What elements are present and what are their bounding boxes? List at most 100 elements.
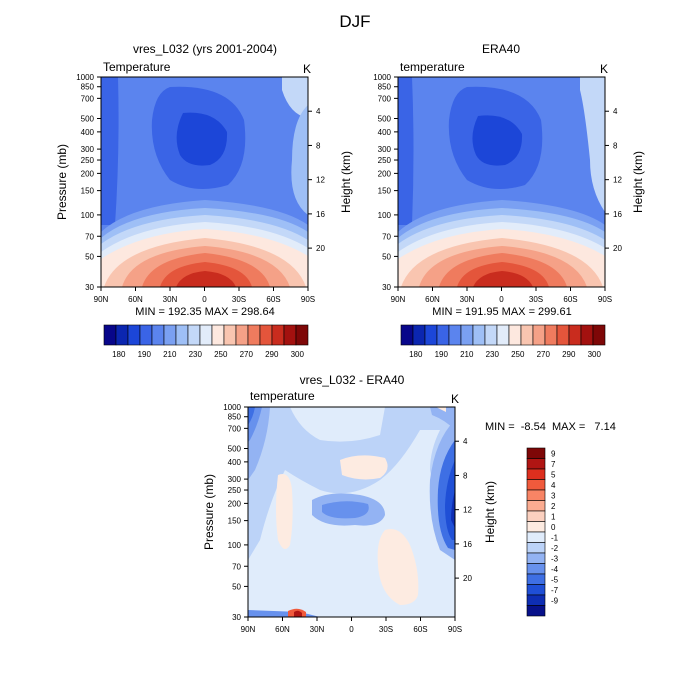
colorbar-swatch <box>526 510 546 522</box>
x-tick-label: 60S <box>413 625 427 634</box>
x-tick-label: 60S <box>563 295 577 304</box>
y-tick-label: 700 <box>228 424 242 433</box>
x-tick-label: 90S <box>598 295 612 304</box>
colorbar-swatch <box>103 324 117 346</box>
y-tick-label: 70 <box>85 232 94 241</box>
y-right-tick-label: 12 <box>613 176 622 185</box>
contour-fill-positive-lower <box>377 529 419 605</box>
x-tick-label: 90S <box>448 625 462 634</box>
colorbar-swatch <box>283 324 297 346</box>
contour-fill-upper-right <box>580 77 605 212</box>
y-tick-label: 100 <box>378 211 392 220</box>
colorbar-swatch <box>448 324 462 346</box>
figure-title: DJF <box>339 12 370 31</box>
contour-fill-upper-right <box>282 77 308 118</box>
colorbar: 180 190 210 230 250 270 290 300 <box>400 324 606 359</box>
panel-title: vres_L032 (yrs 2001-2004) <box>133 42 277 56</box>
contour-fill-layer-10 <box>176 271 236 287</box>
colorbar-swatch <box>526 468 546 480</box>
y-right-tick-label: 20 <box>613 244 622 253</box>
colorbar-swatch <box>460 324 474 346</box>
y-tick-label: 200 <box>81 169 95 178</box>
colorbar-swatch <box>508 324 522 346</box>
colorbar-swatch <box>175 324 189 346</box>
colorbar-swatch <box>568 324 582 346</box>
colorbar-swatch <box>526 584 546 596</box>
y-right-tick-label: 16 <box>613 210 622 219</box>
y-axis-right-label: Height (km) <box>483 481 497 543</box>
axes: 90N 60N 30N 0 30S 60S 90S 30 50 70 100 150 200 250 300… <box>223 403 472 634</box>
y-tick-label: 300 <box>81 145 95 154</box>
colorbar-swatch <box>496 324 510 346</box>
x-tick-label: 60S <box>266 295 280 304</box>
colorbar: 180 190 210 230 250 270 290 300 <box>103 324 309 359</box>
colorbar-label: 300 <box>291 350 305 359</box>
colorbar-swatch <box>526 521 546 533</box>
colorbar-label: 250 <box>511 350 525 359</box>
contour-fill-positive-tropics <box>340 455 388 480</box>
colorbar-swatch <box>472 324 486 346</box>
colorbar-label: -3 <box>551 554 559 563</box>
y-tick-label: 300 <box>228 475 242 484</box>
y-axis-right-label: Height (km) <box>631 151 645 213</box>
y-tick-label: 250 <box>81 156 95 165</box>
y-tick-label: 100 <box>81 211 95 220</box>
colorbar-label: 1 <box>551 512 556 521</box>
contour-fill-upper-right-negative <box>430 407 455 430</box>
x-tick-label: 0 <box>202 295 207 304</box>
y-tick-label: 1000 <box>373 73 391 82</box>
colorbar-label: -7 <box>551 586 559 595</box>
colorbar-swatch <box>424 324 438 346</box>
colorbar-swatch <box>526 447 546 459</box>
contour-field <box>398 77 605 287</box>
panel-era40: ERA40 temperature K 90N 60N 30N 0 30S 60S 90S 3… <box>373 42 645 359</box>
colorbar-swatch <box>526 563 546 575</box>
panel-difference: vres_L032 - ERA40 temperature K 90N 60N 3 <box>202 373 616 634</box>
y-right-tick-label: 12 <box>463 506 472 515</box>
colorbar-swatch <box>484 324 498 346</box>
units-label: K <box>600 62 608 76</box>
colorbar-swatch <box>139 324 153 346</box>
x-tick-label: 60N <box>425 295 440 304</box>
colorbar-label: 2 <box>551 502 556 511</box>
y-tick-label: 30 <box>382 283 391 292</box>
colorbar-swatch <box>436 324 450 346</box>
y-axis-right-label: Height (km) <box>339 151 353 213</box>
x-tick-label: 30N <box>460 295 475 304</box>
y-tick-label: 700 <box>378 94 392 103</box>
y-right-tick-label: 8 <box>316 141 321 150</box>
contour-fill-upper-left <box>101 77 119 225</box>
colorbar-swatch <box>526 552 546 564</box>
colorbar-label: 4 <box>551 481 556 490</box>
colorbar-label: 270 <box>240 350 254 359</box>
colorbar-label: 9 <box>551 449 556 458</box>
variable-label: temperature <box>250 389 315 403</box>
colorbar-label: 0 <box>551 523 556 532</box>
y-tick-label: 50 <box>85 252 94 261</box>
stats-text: MIN = 191.95 MAX = 299.61 <box>432 306 571 318</box>
x-tick-label: 90N <box>391 295 406 304</box>
y-tick-label: 400 <box>228 458 242 467</box>
colorbar-swatch <box>151 324 165 346</box>
colorbar-swatch <box>127 324 141 346</box>
variable-label: Temperature <box>103 60 171 74</box>
colorbar-swatch <box>526 500 546 512</box>
colorbar-swatch <box>259 324 273 346</box>
colorbar-swatch <box>556 324 570 346</box>
y-tick-label: 30 <box>85 283 94 292</box>
colorbar-swatch <box>223 324 237 346</box>
x-tick-label: 90N <box>94 295 109 304</box>
x-tick-label: 90N <box>241 625 256 634</box>
colorbar-label: 5 <box>551 470 556 479</box>
colorbar-swatch <box>199 324 213 346</box>
x-tick-label: 30S <box>379 625 393 634</box>
y-tick-label: 70 <box>382 232 391 241</box>
y-tick-label: 500 <box>81 115 95 124</box>
colorbar-label: 230 <box>486 350 500 359</box>
y-right-tick-label: 4 <box>463 437 468 446</box>
y-right-tick-label: 20 <box>463 574 472 583</box>
colorbar-label: 7 <box>551 460 556 469</box>
x-tick-label: 0 <box>499 295 504 304</box>
colorbar-swatch <box>526 605 546 617</box>
x-tick-label: 30N <box>163 295 178 304</box>
